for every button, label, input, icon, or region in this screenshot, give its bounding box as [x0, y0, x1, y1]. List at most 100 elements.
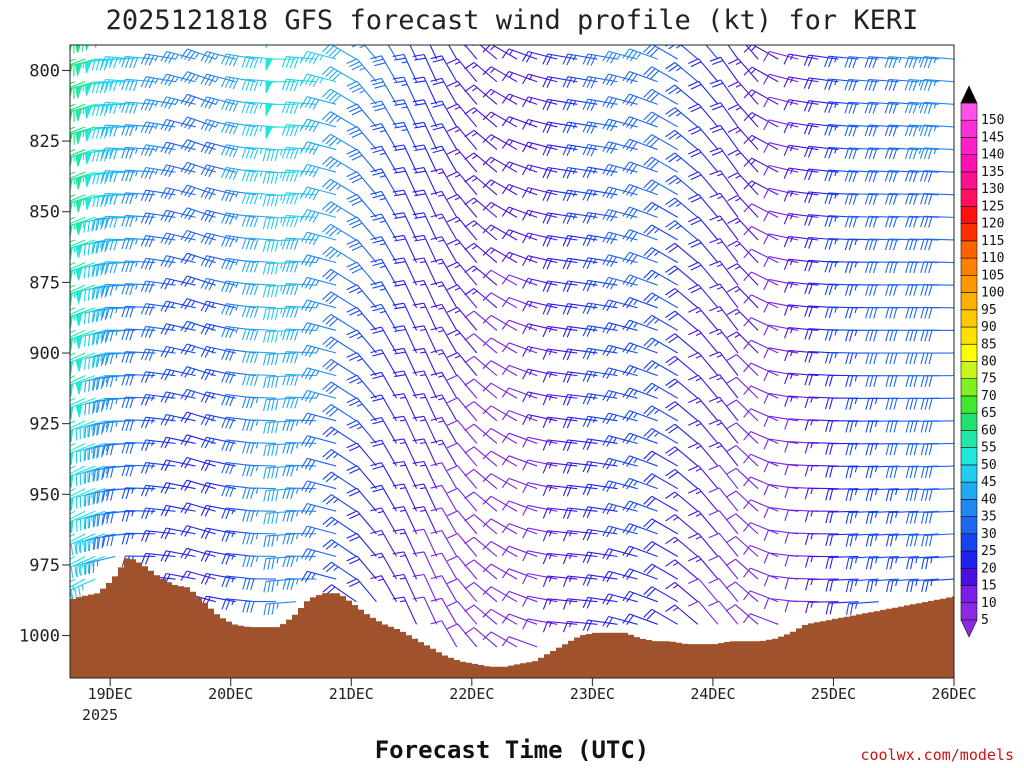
y-tick-label: 975: [29, 556, 60, 576]
wind-barb: [763, 529, 799, 541]
wind-barb: [101, 101, 136, 115]
wind-barb: [75, 442, 106, 464]
wind-barb: [725, 581, 759, 603]
wind-barb: [121, 146, 156, 159]
wind-barb: [370, 394, 397, 422]
wind-barb: [322, 561, 357, 580]
wind-barb: [430, 281, 458, 309]
wind-barb: [602, 435, 638, 447]
wind-barb: [542, 53, 578, 66]
wind-barb: [70, 375, 86, 384]
wind-barb: [70, 375, 96, 397]
wind-barb: [412, 460, 438, 489]
wind-barb: [200, 141, 236, 155]
colorbar-swatch: [960, 274, 978, 293]
wind-barb: [804, 214, 839, 226]
wind-barb: [622, 183, 658, 197]
wind-barb: [180, 116, 216, 130]
wind-barb: [482, 382, 518, 399]
wind-barb: [160, 255, 196, 268]
wind-barb: [412, 438, 438, 467]
colorbar-label: 105: [981, 268, 1004, 283]
wind-barb: [743, 339, 779, 354]
wind-barb: [643, 88, 679, 105]
wind-barb: [70, 284, 86, 293]
wind-barb: [200, 96, 236, 110]
wind-barb: [70, 510, 86, 520]
wind-barb: [200, 572, 236, 585]
wind-barb: [602, 525, 638, 538]
wind-barb: [101, 352, 136, 365]
wind-barb: [241, 146, 276, 160]
wind-barb: [688, 533, 719, 557]
wind-barb: [824, 215, 859, 227]
wind-barb: [446, 352, 478, 376]
wind-barb: [622, 229, 658, 243]
wind-barb: [763, 506, 799, 519]
wind-barb: [346, 216, 377, 241]
wind-barb: [70, 420, 96, 443]
wind-barb: [430, 236, 458, 263]
wind-barb: [522, 164, 558, 176]
wind-barb: [522, 595, 558, 607]
wind-barb: [346, 193, 377, 218]
y-tick-label: 925: [29, 415, 60, 435]
wind-barb: [522, 50, 558, 63]
wind-barb: [763, 96, 799, 108]
wind-barb: [864, 147, 899, 160]
wind-barb: [562, 144, 598, 157]
wind-barb: [262, 194, 297, 207]
wind-barb: [200, 391, 236, 404]
wind-barb: [688, 555, 719, 580]
wind-barb: [322, 223, 357, 241]
wind-barb: [180, 252, 216, 265]
wind-barb: [301, 254, 337, 267]
wind-barb: [101, 192, 136, 205]
wind-barb: [346, 352, 377, 376]
wind-barb: [665, 536, 699, 557]
wind-barb: [200, 300, 236, 313]
wind-barb: [665, 468, 699, 490]
wind-barb: [180, 502, 216, 514]
wind-barb: [582, 189, 618, 202]
wind-barb: [803, 77, 839, 90]
wind-barb: [446, 397, 478, 422]
wind-barb: [919, 101, 954, 114]
wind-barb: [582, 121, 618, 134]
wind-barb: [70, 194, 86, 202]
wind-barb: [542, 144, 578, 157]
wind-barb: [688, 397, 719, 422]
wind-barb: [221, 552, 256, 565]
wind-barb: [180, 456, 216, 469]
wind-barb: [920, 420, 954, 433]
wind-barb: [392, 53, 418, 82]
wind-barb: [322, 178, 357, 196]
wind-barb: [562, 257, 598, 270]
wind-barb: [370, 529, 397, 557]
wind-barb: [688, 126, 719, 150]
wind-barb: [200, 255, 236, 268]
wind-barb: [665, 559, 699, 580]
wind-barb: [643, 608, 679, 625]
wind-barb: [501, 364, 538, 377]
wind-barb: [688, 103, 719, 128]
wind-barb: [370, 213, 397, 241]
wind-barb: [825, 420, 859, 433]
wind-barb: [743, 271, 779, 286]
wind-barb: [501, 93, 538, 105]
wind-barb: [665, 175, 699, 196]
wind-barb: [121, 78, 156, 92]
wind-barb: [482, 201, 518, 218]
wind-barb: [322, 156, 357, 173]
wind-barb: [824, 351, 859, 364]
wind-barb: [70, 262, 96, 283]
wind-barb: [824, 124, 859, 136]
wind-barb: [501, 251, 538, 264]
wind-barb: [322, 516, 357, 535]
wind-barb: [726, 399, 759, 422]
wind-barb: [688, 80, 719, 105]
wind-barb: [301, 73, 337, 88]
wind-barb: [140, 348, 176, 361]
wind-barb: [804, 555, 839, 568]
wind-barb: [70, 171, 86, 179]
